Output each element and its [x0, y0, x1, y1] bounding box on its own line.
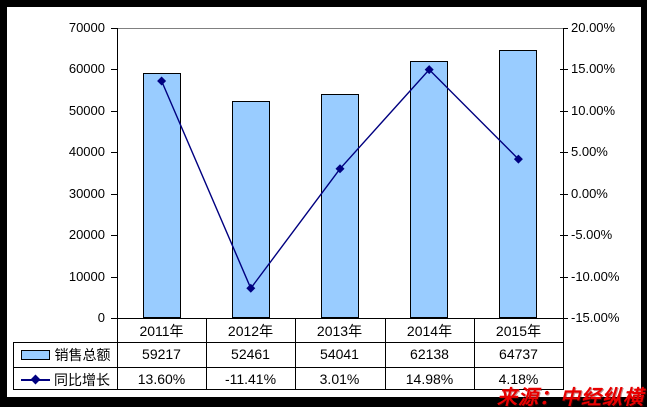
right-axis-tick-label: -15.00%	[571, 310, 620, 325]
right-axis-tick-label: -10.00%	[571, 268, 620, 284]
table-cell-growth: 14.98%	[405, 371, 454, 387]
left-axis-tick	[111, 277, 117, 278]
left-axis-tick-label: 0	[97, 310, 105, 325]
table-cell-growth: -11.41%	[224, 371, 277, 387]
right-axis-tick	[560, 28, 568, 29]
legend-sales-swatch-icon	[20, 349, 50, 360]
category-label: 2011年	[139, 323, 184, 339]
bar-2013年	[321, 94, 359, 318]
table-cell-sales: 54041	[320, 346, 359, 362]
table-cell-sales: 52461	[231, 346, 270, 362]
plot-area	[117, 28, 563, 318]
bar-2014年	[410, 61, 448, 318]
right-axis-tick-label: 15.00%	[571, 61, 616, 77]
right-axis-tick-label: -5.00%	[571, 227, 613, 243]
line-marker-2012年	[246, 283, 256, 293]
left-axis-tick	[111, 28, 117, 29]
left-axis-tick-label: 60000	[68, 61, 105, 77]
table-cell-growth: 4.18%	[498, 371, 539, 387]
bar-2015年	[499, 50, 537, 318]
right-axis-tick	[560, 277, 568, 278]
left-axis-tick-label: 20000	[68, 227, 105, 243]
line-marker-2015年	[513, 154, 523, 164]
table-column-separator	[295, 318, 296, 389]
left-axis-tick	[111, 69, 117, 70]
left-axis-tick-label: 70000	[68, 20, 105, 35]
right-axis-tick-label: 0.00%	[571, 185, 608, 201]
right-axis-tick-label: 5.00%	[571, 144, 608, 160]
left-axis-tick-label: 50000	[68, 102, 105, 118]
legend-sales: 销售总额	[15, 343, 116, 366]
right-axis-tick-label: 10.00%	[571, 102, 616, 118]
bar-2011年	[143, 73, 181, 318]
right-axis-tick	[560, 235, 568, 236]
plot-top-border	[117, 28, 563, 29]
category-label: 2014年	[406, 323, 453, 339]
line-marker-2013年	[335, 164, 345, 174]
table-column-separator	[474, 318, 475, 389]
right-axis-tick	[560, 152, 568, 153]
growth-line-layer	[157, 65, 523, 293]
bar-2012年	[232, 101, 270, 318]
right-axis-tick	[560, 194, 568, 195]
table-cell-sales: 64737	[499, 346, 538, 362]
growth-line	[160, 68, 519, 290]
x-axis-line	[117, 318, 563, 319]
right-axis-tick	[560, 111, 568, 112]
table-column-separator	[206, 318, 207, 389]
right-axis-line	[563, 28, 564, 390]
category-label: 2013年	[316, 323, 363, 339]
legend-growth-label: 同比增长	[54, 371, 110, 388]
legend-growth-swatch-icon	[21, 374, 50, 385]
category-label: 2015年	[495, 323, 542, 339]
table-cell-sales: 59217	[142, 346, 181, 362]
table-cell-growth: 13.60%	[137, 371, 186, 387]
left-axis-tick	[111, 194, 117, 195]
legend-diamond-marker-icon	[30, 374, 41, 385]
left-axis-tick	[111, 111, 117, 112]
table-cell-sales: 62138	[410, 346, 449, 362]
table-line-1	[13, 342, 563, 343]
right-axis-tick	[560, 318, 568, 319]
legend-sales-label: 销售总额	[54, 346, 111, 363]
table-line-2	[13, 367, 563, 368]
left-axis-tick-label: 10000	[68, 268, 105, 284]
y-axis-line	[117, 28, 118, 390]
left-axis-tick-label: 30000	[68, 185, 105, 201]
left-axis-tick	[111, 235, 117, 236]
table-line-bottom	[13, 389, 563, 390]
category-label: 2012年	[227, 323, 274, 339]
legend-left-border	[13, 342, 14, 389]
legend-growth: 同比增长	[15, 368, 116, 391]
left-axis-tick	[111, 152, 117, 153]
right-axis-tick	[560, 69, 568, 70]
line-marker-2011年	[157, 76, 167, 86]
right-axis-tick-label: 20.00%	[571, 20, 616, 35]
table-column-separator	[385, 318, 386, 389]
left-axis-tick-label: 40000	[68, 144, 105, 160]
source-note: 来源：中经纵横	[497, 387, 644, 407]
left-axis-tick	[111, 318, 117, 319]
line-marker-2014年	[424, 65, 434, 75]
table-cell-growth: 3.01%	[319, 371, 360, 387]
